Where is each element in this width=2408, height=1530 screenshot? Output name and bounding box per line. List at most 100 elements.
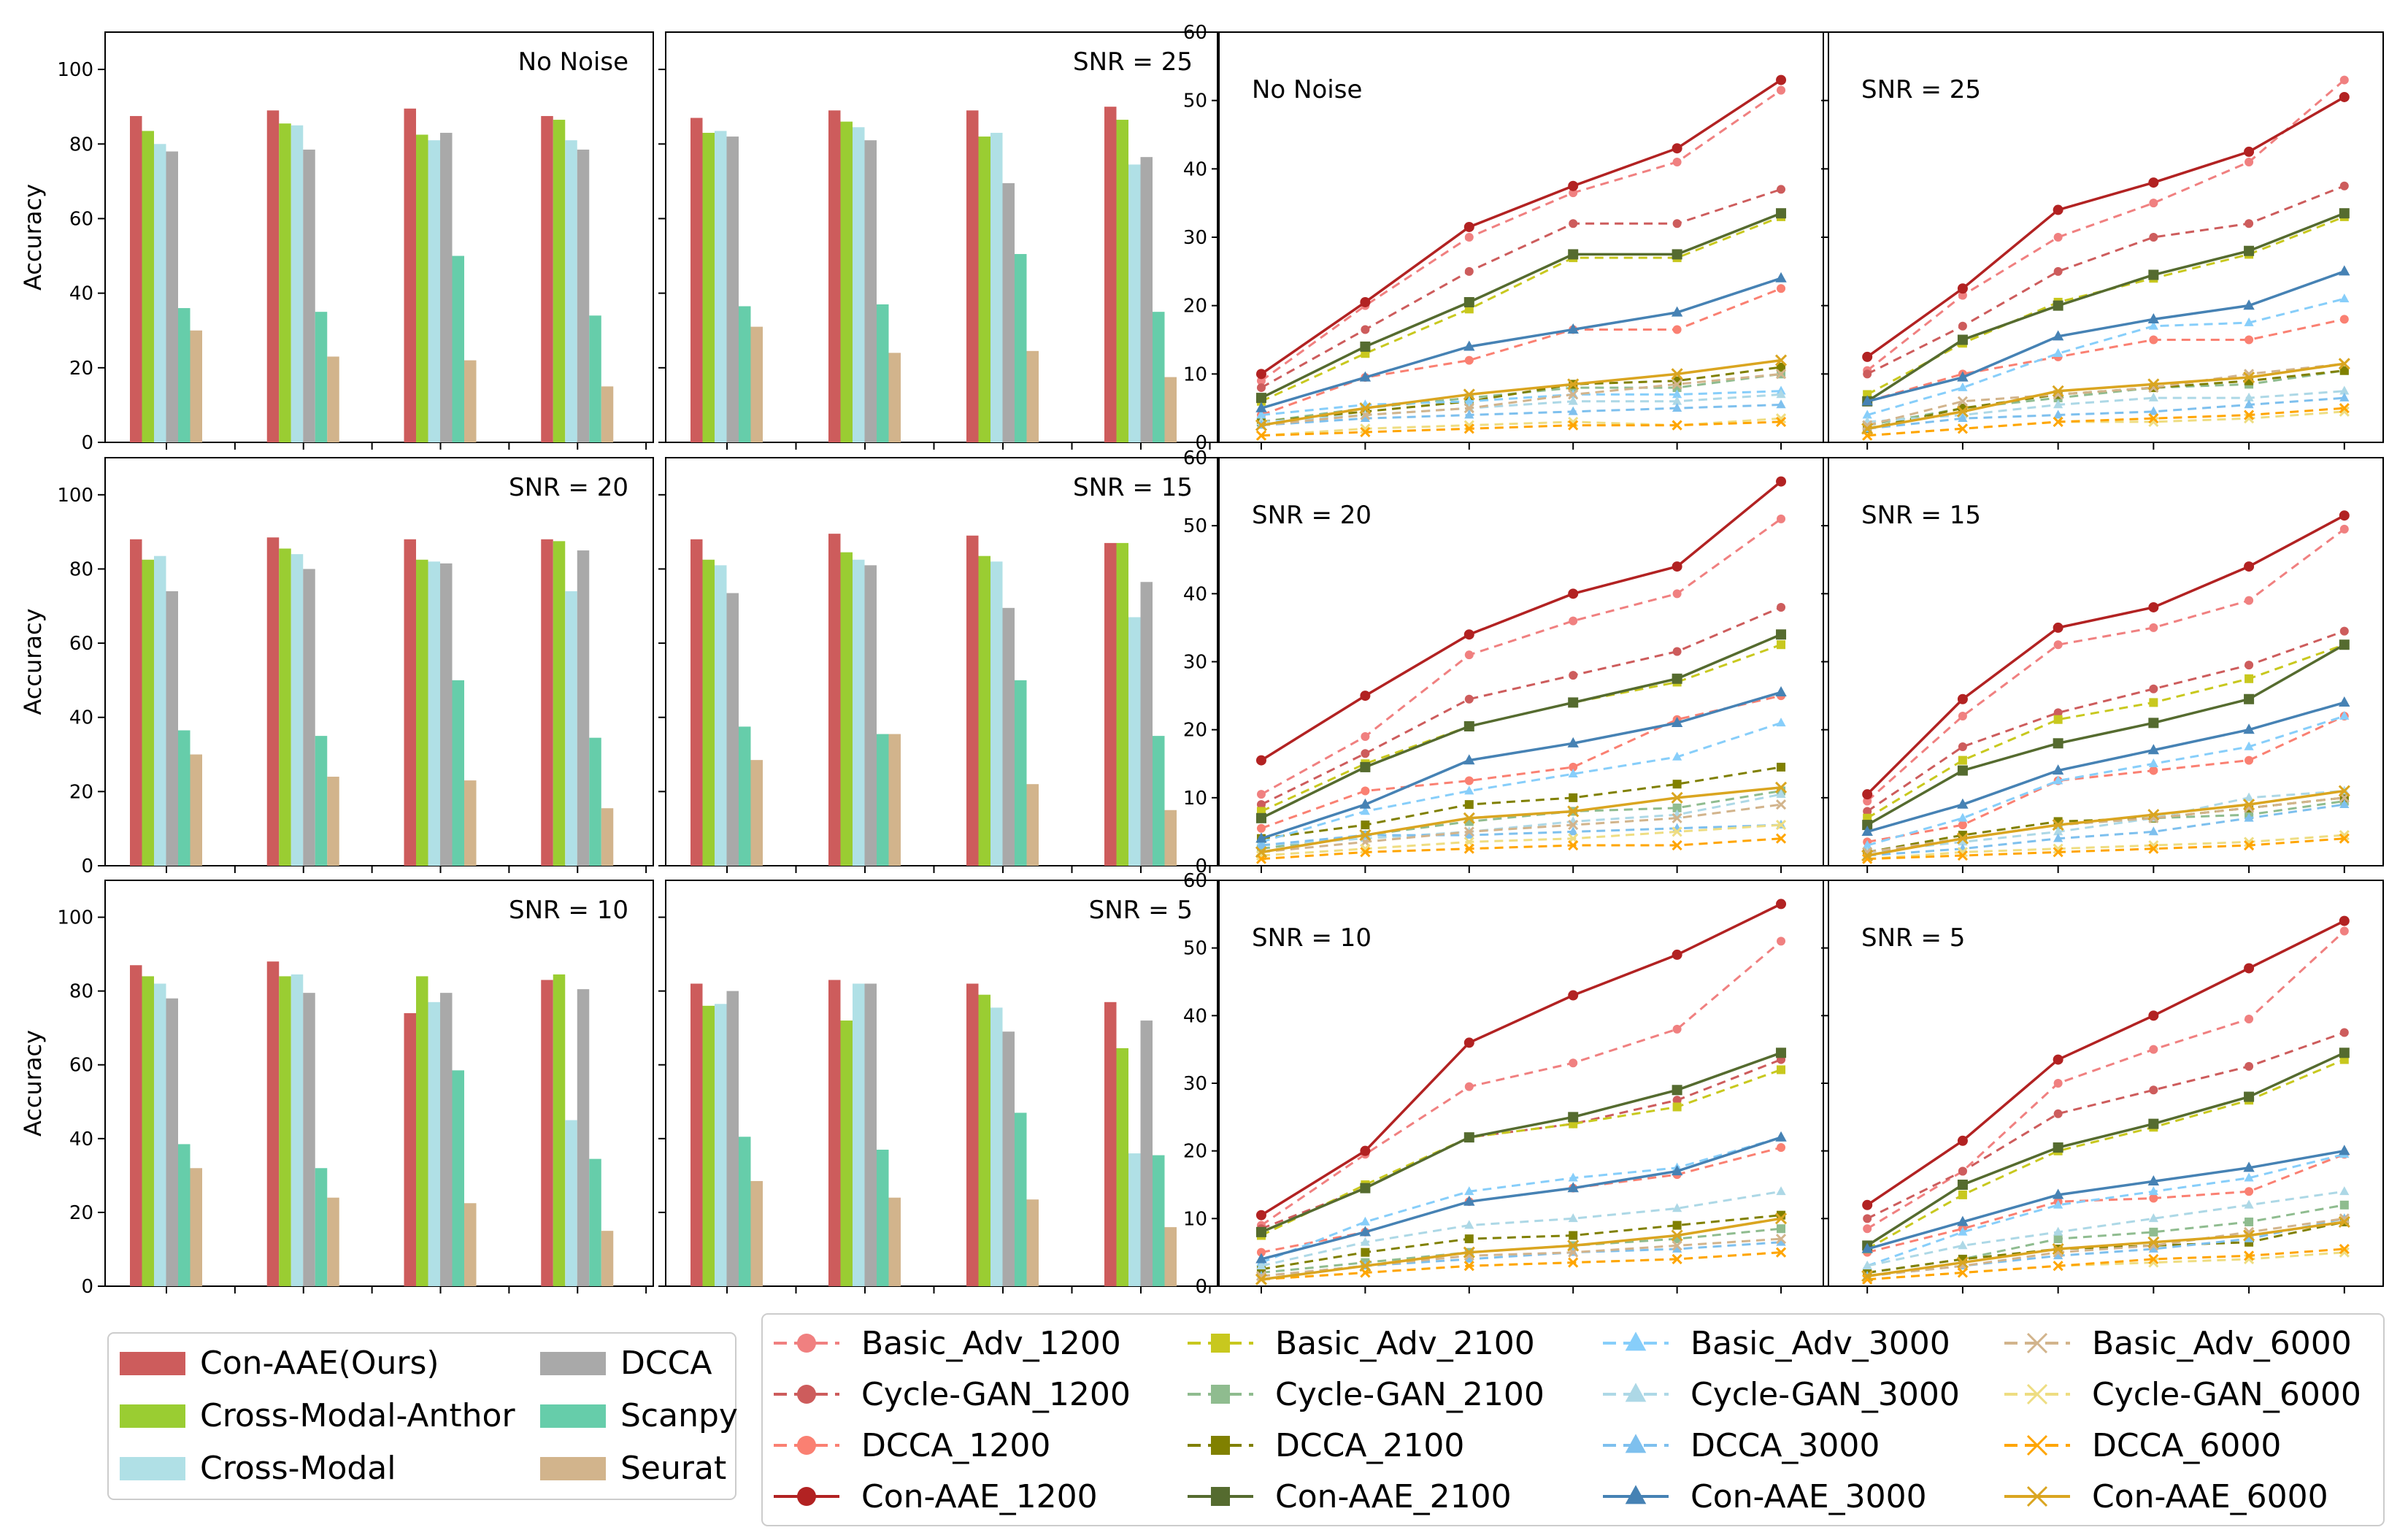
bar (154, 556, 166, 866)
data-point (1465, 1234, 1474, 1243)
bar (966, 536, 979, 866)
y-tick-label: 40 (1183, 158, 1207, 180)
data-point (1777, 185, 1785, 193)
bar (327, 777, 339, 866)
data-point (1211, 1487, 1230, 1506)
bar (1128, 1153, 1141, 1286)
data-point (2340, 1201, 2349, 1210)
y-tick-label: 10 (1183, 788, 1207, 810)
bar (1165, 1227, 1177, 1286)
legend-label: Basic_Adv_6000 (2092, 1325, 2352, 1362)
data-point (2149, 199, 2158, 207)
bar (565, 591, 577, 866)
y-tick-label: 50 (1183, 515, 1207, 537)
bar (715, 1004, 727, 1286)
bar (404, 1013, 417, 1286)
data-point (2053, 738, 2063, 748)
data-point (2148, 1010, 2158, 1020)
data-point (2148, 270, 2158, 280)
bar (130, 965, 142, 1286)
bar (889, 353, 901, 442)
data-point (1211, 1436, 1230, 1455)
data-point (2148, 602, 2158, 612)
bar (865, 565, 877, 866)
data-point (1958, 1180, 1968, 1190)
y-tick-label: 10 (1183, 1208, 1207, 1230)
data-point (1464, 1037, 1474, 1047)
bar (1003, 183, 1015, 442)
y-tick-label: 60 (1183, 447, 1207, 469)
bar (841, 122, 853, 442)
bar (828, 110, 841, 442)
data-point (1777, 86, 1785, 95)
bar (979, 556, 991, 866)
data-point (1672, 249, 1682, 259)
data-point (2054, 1234, 2063, 1243)
data-point (2339, 208, 2350, 218)
legend-label: Con-AAE(Ours) (200, 1345, 439, 1382)
bar (191, 331, 203, 442)
y-tick-label: 30 (1183, 652, 1207, 674)
data-point (2053, 1142, 2063, 1153)
data-point (2244, 756, 2253, 765)
data-point (1777, 937, 1785, 945)
panel-title: SNR = 20 (1252, 501, 1372, 530)
data-point (1777, 284, 1785, 293)
bar-panel: 0 20 40 60 80 100 Accuracy SNR = 10 (19, 880, 653, 1298)
data-point (2148, 718, 2158, 728)
bar (853, 127, 865, 442)
bar (715, 131, 727, 442)
data-point (2244, 694, 2254, 704)
legend-label: Cycle-GAN_1200 (861, 1376, 1131, 1413)
bar (828, 980, 841, 1286)
bar (416, 560, 428, 866)
bar (428, 561, 441, 866)
y-tick-label: 80 (69, 134, 93, 155)
y-tick-label: 20 (1183, 1141, 1207, 1163)
data-point (1361, 787, 1369, 796)
bar (1104, 543, 1117, 866)
data-point (2244, 596, 2253, 605)
data-point (1777, 1065, 1785, 1074)
data-point (1257, 824, 1266, 833)
data-point (2148, 177, 2158, 188)
data-point (2244, 1092, 2254, 1102)
bar (416, 135, 428, 443)
y-tick-label: 20 (69, 781, 93, 803)
y-tick-label: 20 (1183, 720, 1207, 742)
bar (541, 116, 553, 442)
bar (739, 1137, 751, 1286)
data-point (2054, 640, 2063, 649)
data-point (2244, 674, 2253, 683)
data-point (2339, 510, 2350, 520)
panel-title: SNR = 25 (1073, 47, 1193, 77)
bar (577, 989, 590, 1286)
data-point (1211, 1385, 1230, 1404)
bar (751, 1181, 763, 1286)
data-point (1862, 789, 1872, 799)
data-point (1464, 297, 1474, 307)
data-point (2149, 1085, 2158, 1094)
data-point (1672, 561, 1682, 572)
panel-title: SNR = 25 (1861, 75, 1981, 104)
bar (1027, 784, 1039, 866)
data-point (1256, 1210, 1266, 1220)
y-tick-label: 10 (1183, 364, 1207, 385)
y-tick-label: 30 (1183, 1073, 1207, 1095)
panel-title: SNR = 5 (1861, 923, 1965, 953)
y-tick-label: 20 (69, 1202, 93, 1224)
bar (178, 731, 191, 866)
data-point (2054, 1110, 2063, 1118)
bar (291, 554, 304, 866)
bar (553, 541, 566, 866)
bar (966, 984, 979, 1286)
data-point (2244, 219, 2253, 228)
bar (1165, 377, 1177, 442)
y-tick-label: 80 (69, 558, 93, 580)
data-point (1360, 691, 1370, 701)
y-tick-label: 40 (1183, 1005, 1207, 1027)
bar (727, 991, 739, 1286)
data-point (1361, 749, 1369, 758)
legend-label: Con-AAE_1200 (861, 1478, 1098, 1515)
bar (267, 537, 280, 866)
